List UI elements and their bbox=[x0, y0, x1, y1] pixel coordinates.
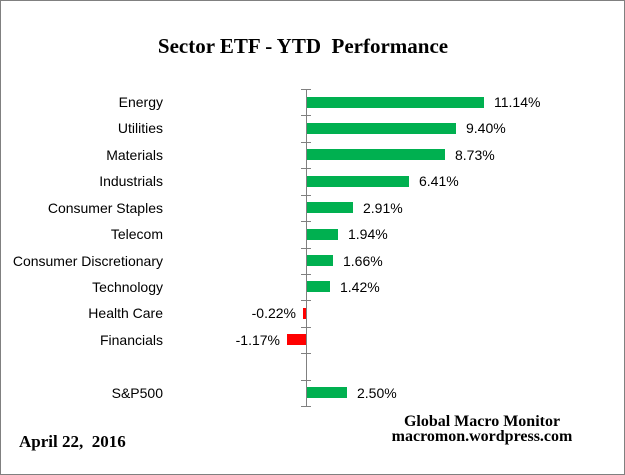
axis-tick-mark bbox=[301, 89, 311, 90]
category-label: S&P500 bbox=[111, 384, 163, 401]
credit-title: Global Macro Monitor bbox=[403, 413, 561, 430]
value-label: 1.94% bbox=[348, 226, 388, 243]
category-label: Industrials bbox=[99, 173, 163, 190]
chart-date: April 22, 2016 bbox=[19, 432, 126, 451]
category-label: Utilities bbox=[117, 120, 163, 137]
value-label: 1.66% bbox=[343, 252, 383, 269]
bar-positive bbox=[307, 149, 445, 161]
bar-positive bbox=[307, 228, 338, 240]
chart-title: Sector ETF - YTD Performance bbox=[157, 34, 449, 58]
bar-positive bbox=[307, 202, 353, 214]
value-label: -1.17% bbox=[235, 331, 280, 348]
axis-tick-mark bbox=[301, 115, 311, 117]
axis-tick-mark bbox=[301, 141, 311, 143]
axis-tick-mark bbox=[301, 379, 311, 381]
axis-tick-mark bbox=[301, 168, 311, 170]
credit-url: macromon.wordpress.com bbox=[391, 428, 573, 445]
category-label: Technology bbox=[92, 278, 163, 295]
axis-tick-mark bbox=[301, 353, 311, 355]
category-label: Financials bbox=[99, 331, 163, 348]
value-label: 11.14% bbox=[494, 94, 541, 110]
category-label: Consumer Discretionary bbox=[12, 252, 163, 269]
bar-positive bbox=[307, 96, 484, 108]
category-label: Telecom bbox=[110, 226, 163, 243]
value-label: 8.73% bbox=[455, 146, 495, 163]
category-label: Energy bbox=[118, 94, 163, 110]
bar-negative bbox=[287, 334, 306, 346]
bar-positive bbox=[307, 122, 456, 134]
value-label: 2.91% bbox=[363, 199, 403, 216]
axis-tick-mark bbox=[301, 194, 311, 196]
axis-tick-mark bbox=[301, 221, 311, 223]
value-label: -0.22% bbox=[251, 305, 296, 322]
bar-positive bbox=[307, 387, 347, 399]
bar-positive bbox=[307, 281, 330, 293]
axis-tick-mark bbox=[301, 406, 311, 407]
category-label: Materials bbox=[106, 146, 163, 163]
bar-positive bbox=[307, 255, 333, 266]
axis-tick-mark bbox=[301, 326, 311, 328]
value-label: 6.41% bbox=[419, 173, 459, 190]
axis-tick-mark bbox=[301, 300, 311, 302]
value-label: 2.50% bbox=[357, 384, 397, 401]
bar-negative bbox=[303, 307, 306, 319]
value-label: 1.42% bbox=[340, 278, 380, 295]
credit-block: Global Macro Monitor macromon.wordpress.… bbox=[372, 413, 592, 445]
category-label: Consumer Staples bbox=[47, 199, 163, 216]
axis-tick-mark bbox=[301, 247, 311, 249]
axis-tick-mark bbox=[301, 273, 311, 275]
bar-positive bbox=[307, 175, 409, 187]
category-label: Health Care bbox=[88, 305, 163, 322]
value-label: 9.40% bbox=[466, 120, 506, 137]
